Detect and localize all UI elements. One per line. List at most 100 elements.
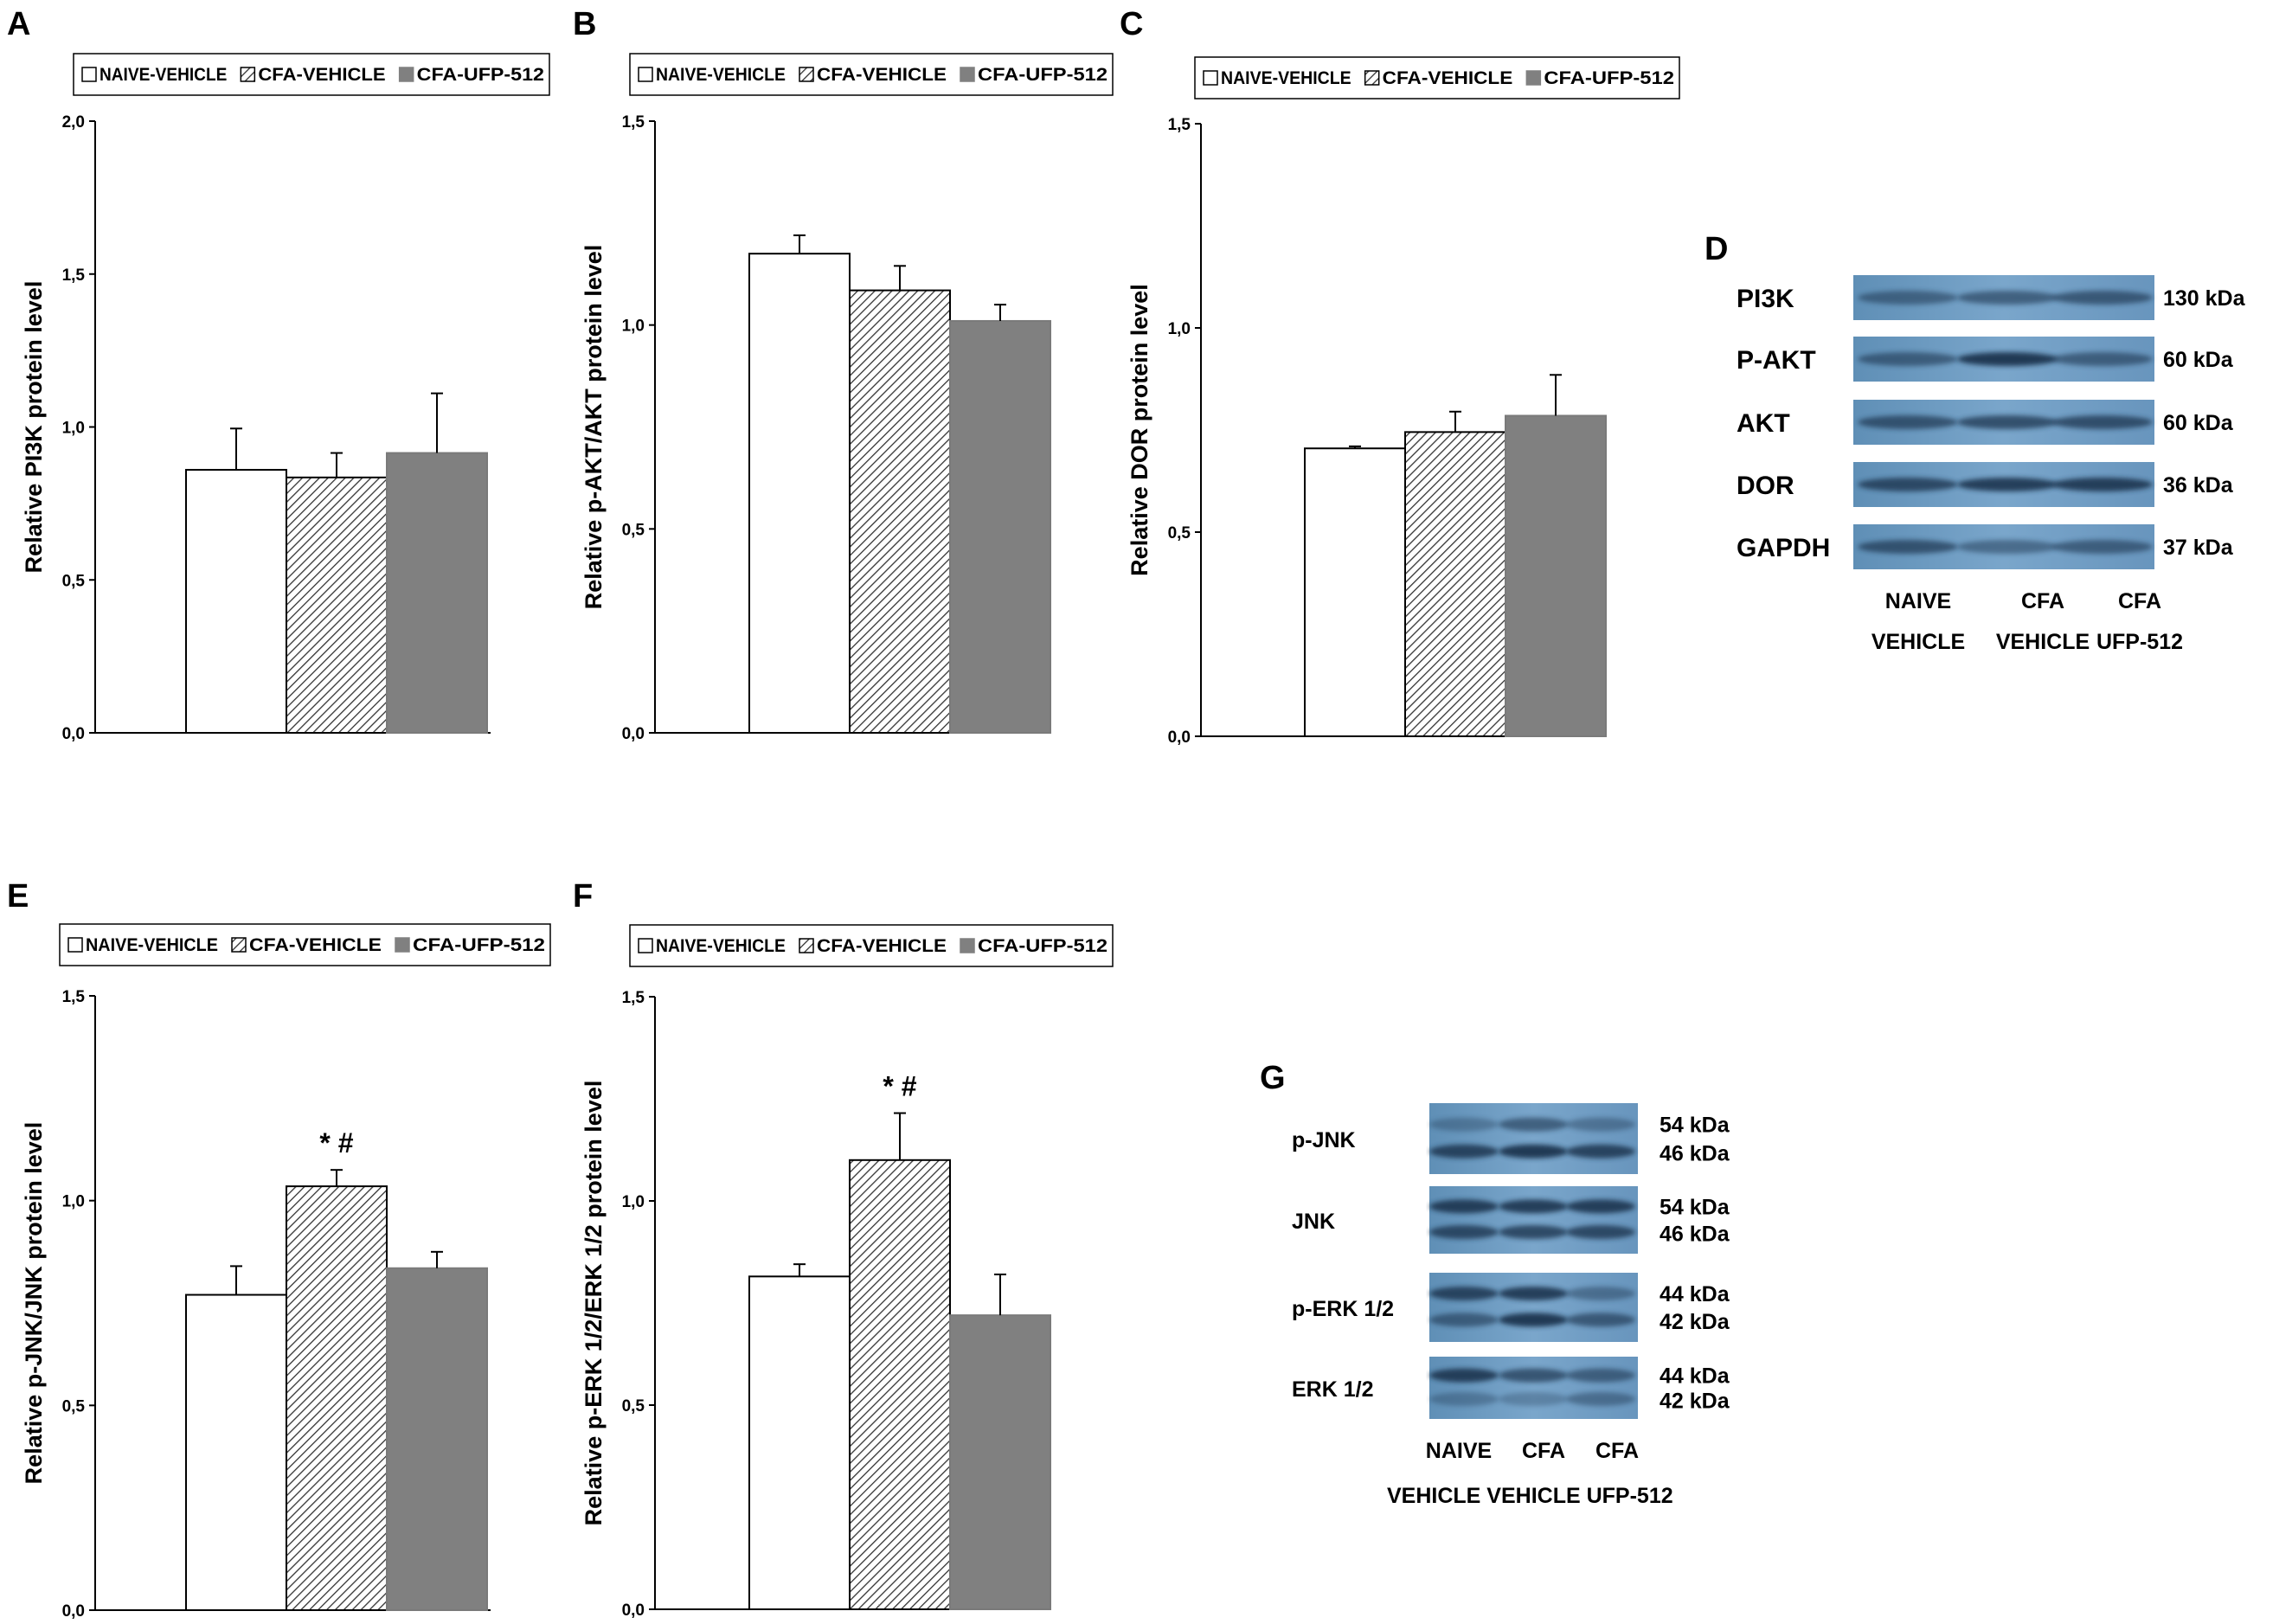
y-tick-label: 0,0 (1168, 729, 1191, 747)
legend-label: CFA-VEHICLE (817, 65, 947, 85)
legend-swatch (398, 67, 414, 82)
legend-swatch (1525, 70, 1542, 86)
panel-letter-a: A (7, 6, 30, 42)
blot-kda-label: 54 kDa (1660, 1195, 1730, 1219)
legend-swatch (799, 938, 814, 953)
protein-band-lower (1499, 1391, 1568, 1406)
legend-label: CFA-VEHICLE (817, 936, 947, 956)
protein-band (2052, 415, 2153, 429)
y-tick-label: 1,5 (62, 988, 86, 1006)
legend-box (629, 53, 1114, 96)
bar-cfa-vehicle (849, 1159, 951, 1611)
blot-kda-label: 42 kDa (1660, 1389, 1730, 1413)
legend-label: NAIVE-VEHICLE (86, 935, 218, 955)
y-tick-label: 0,5 (622, 1397, 645, 1415)
protein-band-lower (1429, 1391, 1499, 1406)
legend-swatch (67, 937, 83, 953)
y-axis-label: Relative p-ERK 1/2/ERK 1/2 protein level (581, 1081, 607, 1526)
blot-strip (1429, 1357, 1638, 1419)
blot-column-label: CFA (1522, 1439, 1565, 1463)
panel-letter-c: C (1120, 6, 1143, 42)
protein-band (1858, 415, 1958, 429)
chart-a: NAIVE-VEHICLE CFA-VEHICLE CFA-UFP-512 0,0 0,… (21, 53, 550, 743)
protein-band-lower (1499, 1225, 1568, 1240)
protein-band (2052, 478, 2153, 491)
panel-letter-f: F (573, 878, 593, 915)
legend-label: NAIVE-VEHICLE (100, 65, 227, 85)
blot-row-label: PI3K (1737, 285, 1794, 313)
legend-swatch (960, 938, 975, 953)
protein-band-lower (1499, 1144, 1568, 1159)
blot-row-label: GAPDH (1737, 534, 1830, 562)
bar-cfa-vehicle (849, 289, 951, 734)
legend-label: CFA-VEHICLE (249, 935, 382, 955)
blot-row-label: P-AKT (1737, 346, 1816, 375)
legend-swatch (799, 67, 814, 82)
legend-box (73, 53, 550, 96)
bar-cfa-vehicle (1404, 431, 1506, 737)
blot-column-label: NAIVE (1426, 1439, 1492, 1463)
blot-column-label: CFA (2118, 589, 2161, 613)
legend-label: CFA-UFP-512 (978, 936, 1107, 956)
protein-band-upper (1499, 1117, 1568, 1132)
blot-kda-label: 44 kDa (1660, 1282, 1730, 1306)
bar-cfa-ufp-512 (386, 452, 488, 734)
blot-kda-label: 42 kDa (1660, 1310, 1730, 1334)
bar-cfa-vehicle (286, 1185, 388, 1611)
legend-swatch (960, 67, 975, 82)
blot-column-label: CFA (1595, 1439, 1639, 1463)
legend-label: NAIVE-VEHICLE (656, 936, 786, 956)
blot-column-label: CFA (2021, 589, 2064, 613)
blot-kda-label: 60 kDa (2163, 411, 2234, 435)
legend-swatch (81, 67, 97, 82)
protein-band (2052, 540, 2153, 554)
blot-row-label: p-JNK (1292, 1128, 1356, 1152)
y-tick-label: 0,0 (622, 1602, 645, 1620)
panel-letter-b: B (573, 6, 596, 42)
bar-naive-vehicle (1304, 447, 1406, 737)
blot-kda-label: 130 kDa (2163, 286, 2246, 311)
bar-cfa-ufp-512 (1505, 414, 1607, 737)
chart-b: NAIVE-VEHICLE CFA-VEHICLE CFA-UFP-512 0,0 0,… (581, 53, 1114, 743)
protein-band-upper (1566, 1199, 1635, 1214)
legend-label: NAIVE-VEHICLE (656, 65, 786, 85)
protein-band (1858, 352, 1958, 366)
legend-label: CFA-UFP-512 (1544, 68, 1674, 88)
y-tick-label: 0,0 (62, 1602, 85, 1621)
blot-column-label: UFP-512 (2096, 630, 2183, 654)
protein-band (1957, 415, 2058, 429)
y-tick-label: 0,0 (622, 725, 645, 743)
bar-cfa-ufp-512 (949, 1314, 1051, 1611)
blot-kda-label: 46 kDa (1660, 1141, 1730, 1165)
blot-strip (1429, 1186, 1638, 1254)
y-tick-label: 0,5 (62, 1397, 86, 1415)
panel-letter-e: E (7, 878, 29, 915)
legend-label: CFA-UFP-512 (413, 935, 545, 955)
legend-box (629, 924, 1114, 967)
bar-cfa-ufp-512 (949, 319, 1051, 734)
chart-e: NAIVE-VEHICLE CFA-VEHICLE CFA-UFP-512 0,0 0,… (21, 923, 551, 1621)
y-tick-label: 1,0 (62, 420, 85, 438)
y-tick-label: 0,5 (62, 572, 86, 590)
y-tick-label: 0,5 (622, 521, 645, 539)
y-tick-label: 1,5 (62, 266, 86, 285)
protein-band (1957, 291, 2058, 305)
protein-band-lower (1566, 1144, 1635, 1159)
legend-swatch (1364, 70, 1380, 86)
bar-naive-vehicle (185, 1293, 287, 1611)
legend-label: CFA-VEHICLE (258, 65, 385, 85)
blot-kda-label: 36 kDa (2163, 473, 2234, 497)
legend-label: CFA-UFP-512 (417, 65, 544, 85)
blot-column-label: NAIVE (1885, 589, 1951, 613)
bar-naive-vehicle (185, 468, 287, 734)
protein-band-lower (1429, 1225, 1499, 1240)
blot-column-label: VEHICLE (1996, 630, 2090, 654)
protein-band (1858, 540, 1958, 554)
significance-marker: * # (883, 1071, 916, 1102)
protein-band-lower (1566, 1313, 1635, 1327)
y-axis-label: Relative PI3K protein level (21, 281, 47, 574)
blot-row-label: p-ERK 1/2 (1292, 1297, 1394, 1321)
protein-band (1858, 291, 1958, 305)
bar-cfa-vehicle (286, 476, 388, 734)
